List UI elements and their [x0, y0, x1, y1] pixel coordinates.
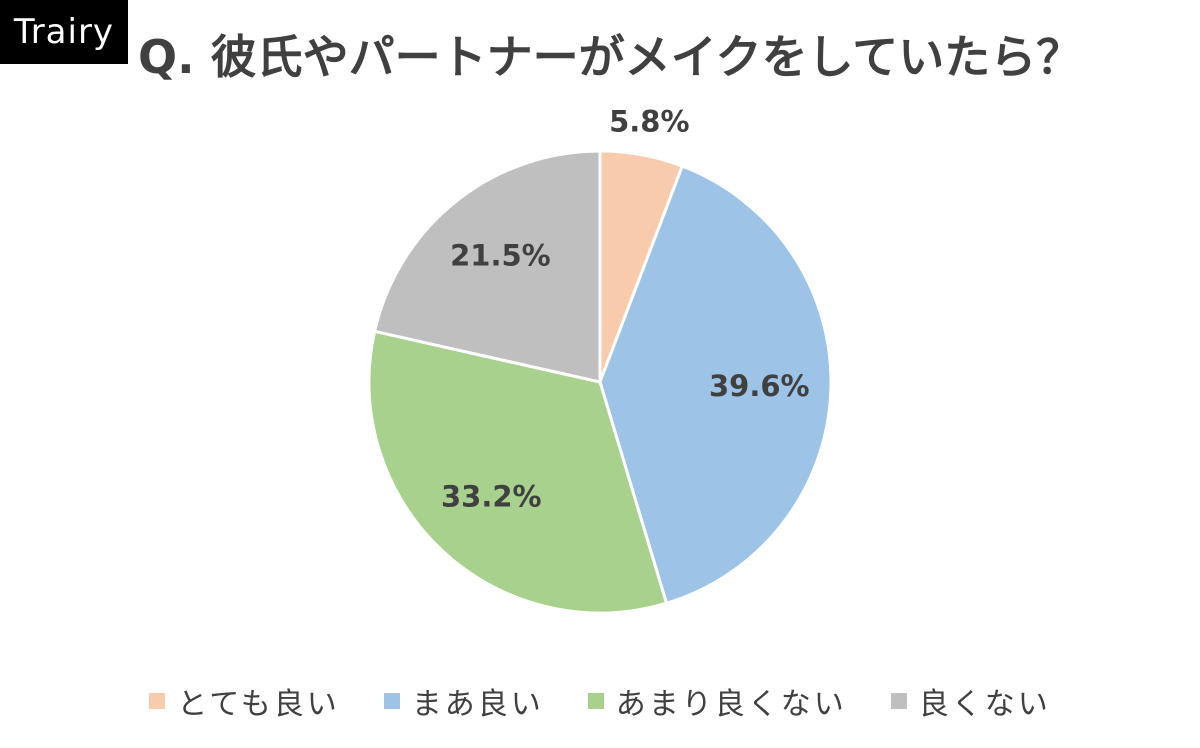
- chart-title: Q. 彼氏やパートナーがメイクをしていたら？: [138, 30, 1083, 84]
- data-label: 39.6%: [709, 369, 810, 403]
- chart-legend: とても良い まあ良い あまり良くない 良くない: [0, 676, 1200, 726]
- legend-swatch: [890, 693, 907, 709]
- data-label: 21.5%: [450, 239, 551, 273]
- legend-label: まあ良い: [411, 687, 544, 722]
- legend-label: とても良い: [177, 687, 340, 722]
- pie-slice-amari-yokunai: [367, 329, 668, 615]
- pie-slice-yokunai: [373, 149, 602, 384]
- legend-item: あまり良くない: [587, 679, 847, 723]
- data-label: 5.8%: [609, 104, 689, 138]
- legend-item: 良くない: [890, 679, 1051, 723]
- legend-item: まあ良い: [383, 679, 544, 723]
- legend-label: あまり良くない: [615, 687, 847, 722]
- legend-item: とても良い: [149, 679, 340, 723]
- legend-swatch: [383, 693, 400, 709]
- legend-label: 良くない: [918, 687, 1051, 722]
- brand-logo: Trairy: [0, 0, 128, 64]
- legend-swatch: [149, 693, 166, 709]
- legend-swatch: [587, 693, 604, 709]
- pie-slice-maa-yoi: [598, 164, 833, 605]
- data-label: 33.2%: [441, 480, 542, 514]
